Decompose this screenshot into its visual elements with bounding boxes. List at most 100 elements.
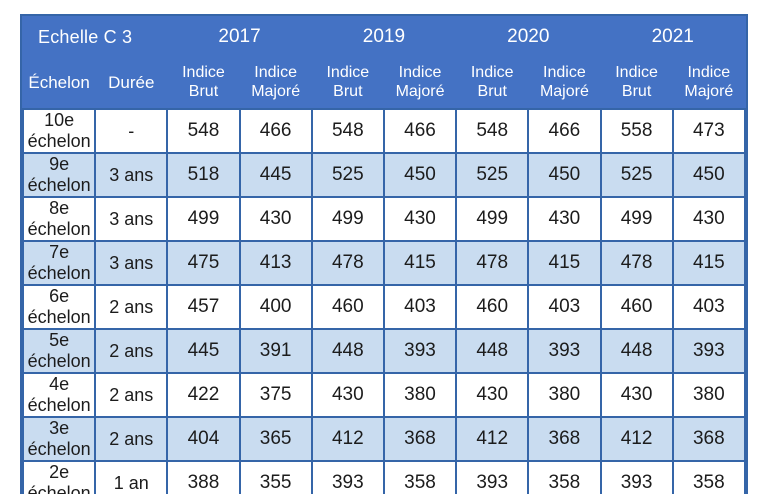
- indice-value-cell: 548: [166, 108, 241, 154]
- indice-value-cell: 548: [455, 108, 530, 154]
- indice-value-cell: 412: [599, 416, 674, 462]
- indice-value-cell: 448: [310, 328, 385, 374]
- indice-value-cell: 473: [671, 108, 747, 154]
- indice-value-cell: 388: [166, 460, 241, 494]
- indice-value-cell: 430: [671, 196, 747, 242]
- indice-value-cell: 478: [455, 240, 530, 286]
- indice-value-cell: 413: [238, 240, 313, 286]
- table-row: 3e échelon 2 ans 404 365 412 368 412 368 412 368: [21, 416, 747, 462]
- salary-scale-table-frame: Echelle C 3 2017 2019 2020 2021 Échelon Dur…: [20, 14, 748, 494]
- year-header-row: Echelle C 3 2017 2019 2020 2021: [21, 16, 746, 58]
- indice-value-cell: 355: [238, 460, 313, 494]
- indice-value-cell: 422: [166, 372, 241, 418]
- indice-value-cell: 450: [382, 152, 458, 198]
- indice-value-cell: 358: [527, 460, 602, 494]
- table-row: 8e échelon 3 ans 499 430 499 430 499 430 499 430: [21, 196, 747, 242]
- indice-value-cell: 403: [671, 284, 747, 330]
- echelon-cell: 4e échelon: [21, 372, 97, 418]
- indice-value-cell: 380: [527, 372, 602, 418]
- indice-value-cell: 499: [599, 196, 674, 242]
- indice-value-cell: 478: [599, 240, 674, 286]
- indice-value-cell: 460: [455, 284, 530, 330]
- indice-value-cell: 380: [671, 372, 747, 418]
- indice-value-cell: 358: [671, 460, 747, 494]
- indice-brut-header: Indice Brut: [310, 56, 385, 110]
- table-row: 2e échelon 1 an 388 355 393 358 393 358 393 358: [21, 460, 747, 494]
- indice-value-cell: 460: [310, 284, 385, 330]
- indice-value-cell: 393: [527, 328, 602, 374]
- indice-majore-header: Indice Majoré: [238, 56, 313, 110]
- indice-brut-header: Indice Brut: [599, 56, 674, 110]
- year-header: 2017: [166, 16, 313, 58]
- indice-value-cell: 466: [382, 108, 458, 154]
- indice-value-cell: 448: [455, 328, 530, 374]
- indice-value-cell: 445: [166, 328, 241, 374]
- table-header: Echelle C 3 2017 2019 2020 2021 Échelon Dur…: [21, 16, 747, 110]
- indice-majore-header: Indice Majoré: [382, 56, 458, 110]
- indice-value-cell: 368: [382, 416, 458, 462]
- year-header: 2019: [310, 16, 458, 58]
- indice-value-cell: 499: [166, 196, 241, 242]
- indice-value-cell: 430: [599, 372, 674, 418]
- table-title: Echelle C 3: [21, 16, 169, 58]
- indice-majore-header: Indice Majoré: [671, 56, 747, 110]
- echelon-cell: 8e échelon: [21, 196, 97, 242]
- indice-value-cell: 380: [382, 372, 458, 418]
- salary-scale-table: Echelle C 3 2017 2019 2020 2021 Échelon Dur…: [21, 16, 747, 494]
- table-row: 10e échelon -548 466 548 466 548 466 558 473: [21, 108, 747, 154]
- indice-value-cell: 393: [382, 328, 458, 374]
- duree-cell: 3 ans: [94, 152, 169, 198]
- indice-brut-header: Indice Brut: [166, 56, 241, 110]
- indice-value-cell: 430: [382, 196, 458, 242]
- indice-value-cell: 393: [671, 328, 747, 374]
- indice-value-cell: 393: [455, 460, 530, 494]
- indice-value-cell: 445: [238, 152, 313, 198]
- indice-value-cell: 518: [166, 152, 241, 198]
- indice-value-cell: 393: [310, 460, 385, 494]
- indice-value-cell: 499: [310, 196, 385, 242]
- duree-cell: 2 ans: [94, 284, 169, 330]
- duree-cell: 2 ans: [94, 372, 169, 418]
- indice-value-cell: 430: [455, 372, 530, 418]
- echelon-column-header: Échelon: [21, 56, 97, 110]
- indice-brut-header: Indice Brut: [455, 56, 530, 110]
- duree-cell: -: [94, 108, 169, 154]
- indice-value-cell: 403: [527, 284, 602, 330]
- indice-value-cell: 375: [238, 372, 313, 418]
- indice-value-cell: 548: [310, 108, 385, 154]
- indice-value-cell: 415: [527, 240, 602, 286]
- indice-value-cell: 391: [238, 328, 313, 374]
- duree-cell: 1 an: [94, 460, 169, 494]
- indice-value-cell: 450: [527, 152, 602, 198]
- indice-value-cell: 430: [310, 372, 385, 418]
- indice-value-cell: 368: [527, 416, 602, 462]
- indice-value-cell: 466: [527, 108, 602, 154]
- year-header: 2020: [455, 16, 602, 58]
- duree-cell: 3 ans: [94, 240, 169, 286]
- indice-value-cell: 466: [238, 108, 313, 154]
- duree-column-header: Durée: [94, 56, 169, 110]
- indice-value-cell: 365: [238, 416, 313, 462]
- indice-value-cell: 525: [599, 152, 674, 198]
- indice-value-cell: 400: [238, 284, 313, 330]
- indice-value-cell: 430: [527, 196, 602, 242]
- table-body: 10e échelon -548 466 548 466 548 466 558 473 9e é…: [21, 108, 747, 494]
- table-row: 6e échelon 2 ans 457 400 460 403 460 403 460 403: [21, 284, 747, 330]
- echelon-cell: 10e échelon: [21, 108, 97, 154]
- indice-value-cell: 412: [310, 416, 385, 462]
- indice-value-cell: 430: [238, 196, 313, 242]
- indice-value-cell: 415: [671, 240, 747, 286]
- year-header: 2021: [599, 16, 746, 58]
- echelon-cell: 5e échelon: [21, 328, 97, 374]
- indice-value-cell: 403: [382, 284, 458, 330]
- indice-value-cell: 478: [310, 240, 385, 286]
- echelon-cell: 6e échelon: [21, 284, 97, 330]
- duree-cell: 2 ans: [94, 416, 169, 462]
- echelon-cell: 9e échelon: [21, 152, 97, 198]
- indice-value-cell: 368: [671, 416, 747, 462]
- sub-header-row: Échelon Durée Indice Brut Indice Majoré In…: [21, 56, 747, 110]
- indice-value-cell: 415: [382, 240, 458, 286]
- indice-value-cell: 448: [599, 328, 674, 374]
- echelon-cell: 7e échelon: [21, 240, 97, 286]
